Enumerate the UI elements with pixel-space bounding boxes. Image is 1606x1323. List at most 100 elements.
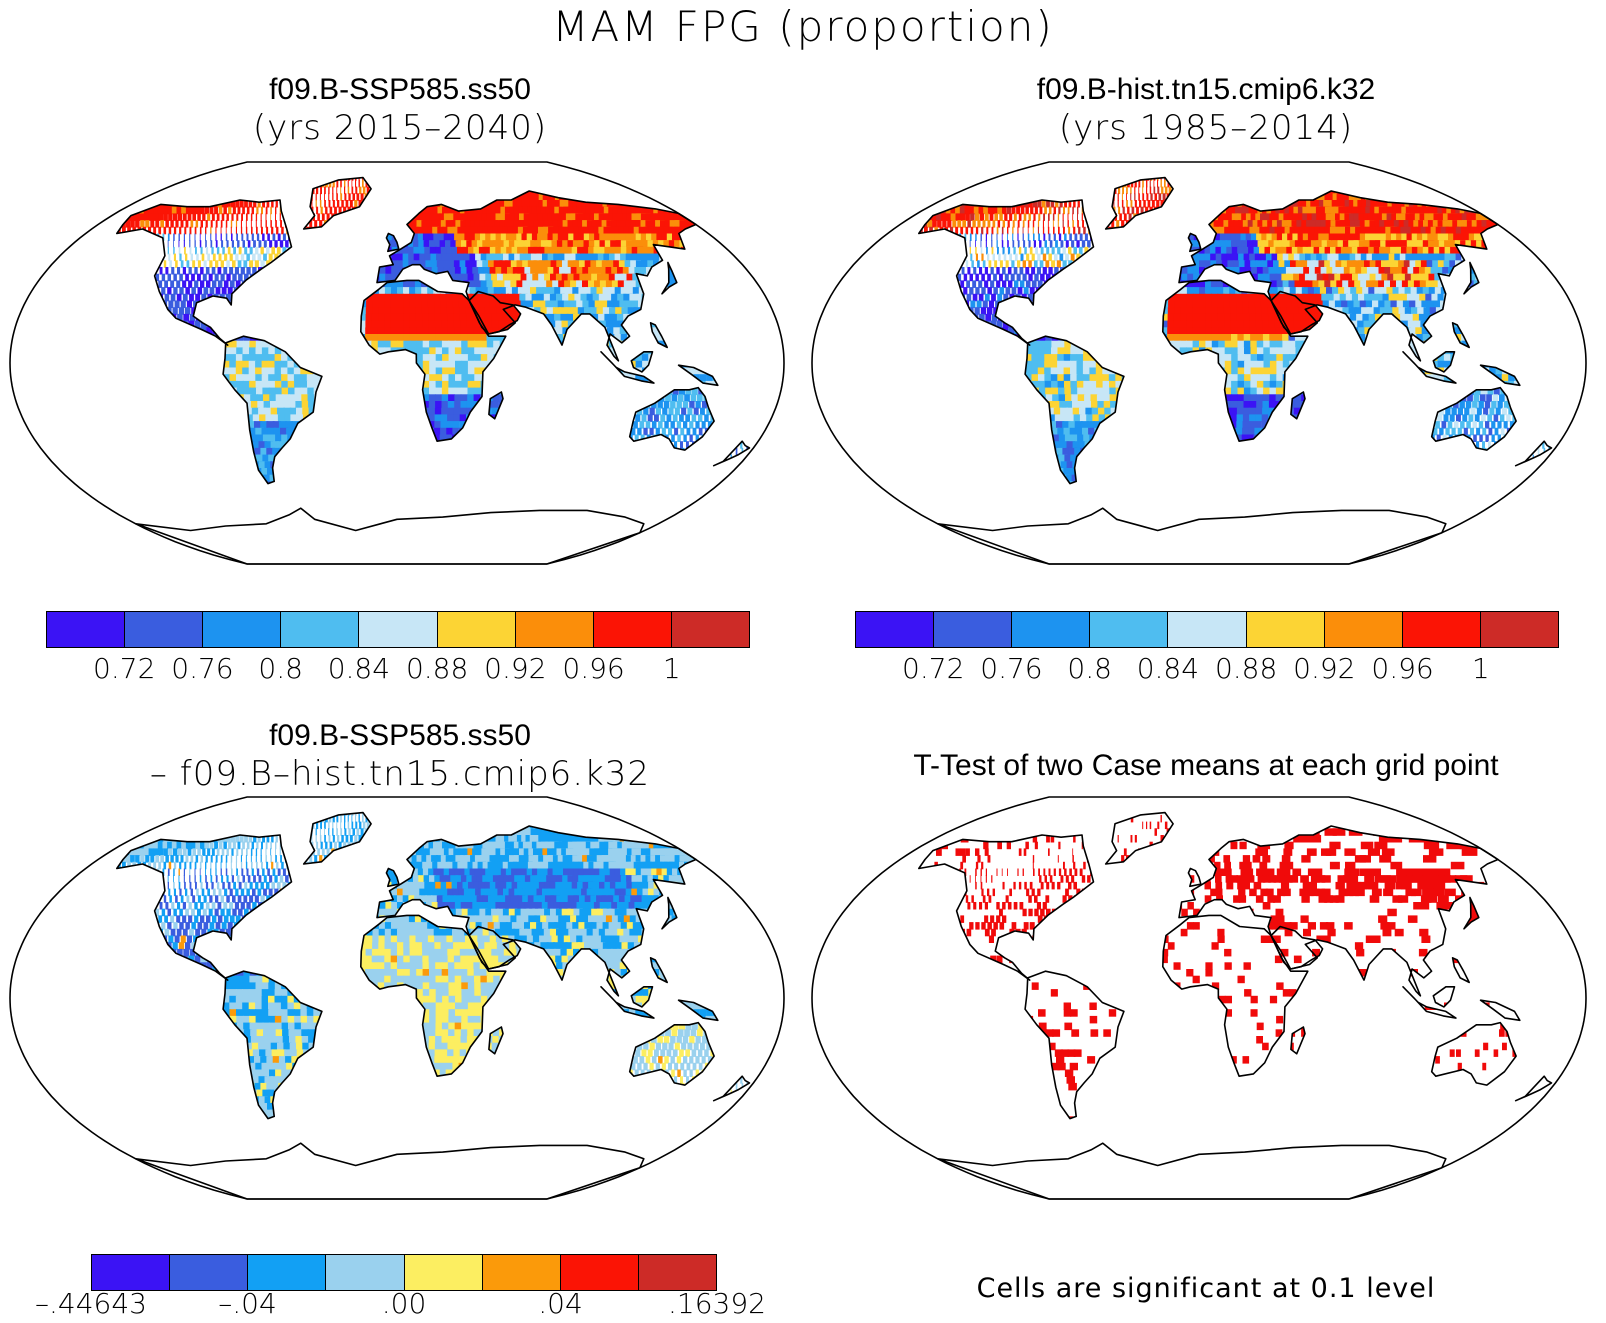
panel-title-top-left: f09.B-SSP585.ss50 (yrs 2015–2040)	[0, 72, 800, 146]
colorbar-cell	[1090, 612, 1169, 647]
coastline-borneo	[1432, 351, 1456, 373]
coastline-uk	[385, 867, 400, 888]
colorbar-tick-label: 0.84	[1136, 652, 1200, 685]
colorbar-tick-label: 0.96	[1371, 652, 1434, 685]
coastline-newzealand	[712, 1075, 751, 1102]
coastline-borneo	[1432, 986, 1456, 1008]
colorbar-cell	[404, 1255, 483, 1290]
coastline-southAmerica	[222, 335, 323, 485]
colorbar-tick-label: 0.76	[171, 652, 234, 685]
colorbar-cell	[560, 1255, 639, 1290]
colorbar-cell	[170, 1255, 249, 1290]
colorbar-tick-label: 0.8	[258, 652, 303, 685]
colorbar-cell	[934, 612, 1013, 647]
coastline-australia	[1430, 386, 1517, 451]
coastline-uk	[1187, 232, 1202, 253]
colorbar-cell	[856, 612, 935, 647]
colorbar-labels-bottom-left: –.44643 –.04 .00 .04 .16392	[0, 1287, 800, 1323]
colorbar-cell	[125, 612, 204, 647]
colorbar-cell	[638, 1255, 716, 1290]
colorbar-tick-label: .04	[538, 1287, 583, 1320]
coastline-southAmerica	[222, 970, 323, 1120]
colorbar-cell	[1168, 612, 1247, 647]
map-border	[811, 161, 1587, 565]
data-field	[116, 812, 750, 1138]
map-border	[811, 796, 1587, 1200]
colorbar-tick-label: 1	[1471, 652, 1490, 685]
coastline-arabia	[468, 925, 522, 970]
colorbar-cell	[437, 612, 516, 647]
colorbar-tick-label: .00	[381, 1287, 427, 1320]
colorbar-cell	[1012, 612, 1091, 647]
coastline-madagascar	[1290, 391, 1306, 420]
coastline-philippines	[1451, 957, 1470, 984]
colorbar-tick-label: 0.72	[93, 652, 156, 685]
coastline-australia	[1430, 1021, 1517, 1086]
coastline-madagascar	[488, 391, 504, 420]
colorbar-tick-label: 0.92	[484, 652, 547, 685]
years-label: (yrs 2015–2040)	[252, 108, 548, 148]
coastline-eurasia	[376, 825, 697, 997]
coastline-madagascar	[488, 1026, 504, 1055]
colorbar-cell	[203, 612, 282, 647]
coastline-arabia	[1270, 290, 1324, 335]
colorbar-cell	[281, 612, 360, 647]
coastline-madagascar	[1290, 1026, 1306, 1055]
coastlines	[918, 176, 1553, 565]
coastline-antarctica	[134, 507, 645, 565]
coastline-newguinea	[677, 364, 719, 387]
colorbar-tick-label: 0.76	[980, 652, 1043, 685]
coastlines	[918, 811, 1553, 1200]
colorbar-cell	[1324, 612, 1403, 647]
coastline-newguinea	[1479, 364, 1521, 387]
panel-title-top-right: f09.B-hist.tn15.cmip6.k32 (yrs 1985–2014…	[806, 72, 1606, 146]
colorbar-top-right	[855, 611, 1559, 648]
map-bottom-right	[811, 796, 1587, 1200]
coastline-indonesia	[1402, 351, 1457, 384]
colorbar-tick-label: 0.72	[902, 652, 965, 685]
colorbar-cell	[482, 1255, 561, 1290]
coastline-philippines	[649, 322, 668, 349]
coastline-northAmerica	[116, 834, 293, 981]
coastline-uk	[385, 232, 400, 253]
colorbar-tick-label: –.44643	[35, 1287, 147, 1320]
coastline-newzealand	[1514, 440, 1553, 467]
significance-note: Cells are significant at 0.1 level	[976, 1273, 1436, 1304]
coastline-antarctica	[936, 1142, 1447, 1200]
map-border	[9, 161, 785, 565]
coastline-japan	[661, 261, 678, 295]
coastline-philippines	[1451, 322, 1470, 349]
coastline-eurasia	[1178, 825, 1499, 997]
coastline-borneo	[630, 986, 654, 1008]
coastline-newguinea	[677, 999, 719, 1022]
coastline-eurasia	[376, 190, 697, 362]
coastline-africa	[1162, 914, 1309, 1077]
coastline-northAmerica	[116, 199, 293, 346]
coastline-northAmerica	[918, 834, 1095, 981]
colorbar-cell	[248, 1255, 327, 1290]
colorbar-bottom-left	[91, 1254, 717, 1291]
colorbar-cell	[671, 612, 749, 647]
coastline-africa	[1162, 279, 1309, 442]
map-top-right	[811, 161, 1587, 565]
data-field	[116, 177, 750, 503]
colorbar-tick-label: 0.8	[1067, 652, 1112, 685]
colorbar-cell	[1246, 612, 1325, 647]
coastline-greenland	[302, 811, 372, 865]
colorbar-top-left	[46, 611, 750, 648]
coastline-indonesia	[1402, 986, 1457, 1019]
coastline-northAmerica	[918, 199, 1095, 346]
colorbar-labels-top-right: 0.72 0.76 0.8 0.84 0.88 0.92 0.96 1	[0, 652, 1606, 692]
coastline-africa	[360, 279, 507, 442]
years-label: (yrs 1985–2014)	[1058, 108, 1354, 148]
coastline-indonesia	[600, 351, 655, 384]
coastline-philippines	[649, 957, 668, 984]
map-border	[9, 796, 785, 1200]
colorbar-tick-label: 1	[662, 652, 681, 685]
coastline-arabia	[1270, 925, 1324, 970]
coastline-indonesia	[600, 986, 655, 1019]
coastline-antarctica	[134, 1142, 645, 1200]
colorbar-cell	[92, 1255, 171, 1290]
coastline-southAmerica	[1024, 970, 1125, 1120]
coastline-japan	[661, 896, 678, 930]
